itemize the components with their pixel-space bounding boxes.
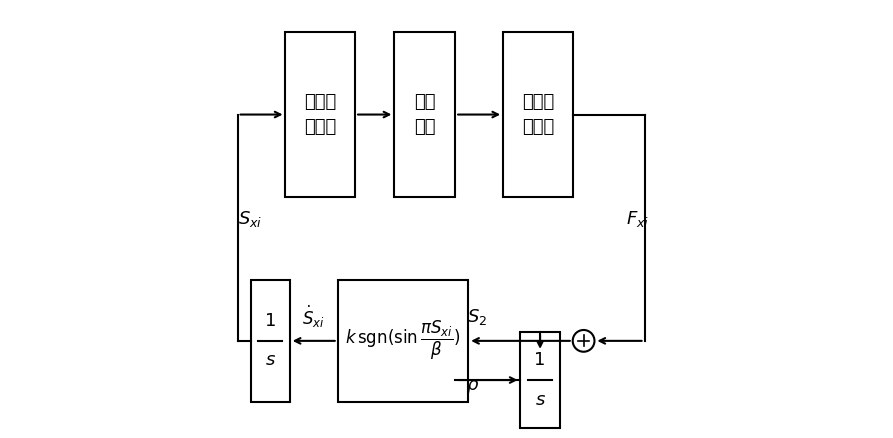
Text: 驱动力
矩计算: 驱动力 矩计算 — [305, 93, 337, 136]
Text: 轮胎力
观测器: 轮胎力 观测器 — [522, 93, 554, 136]
FancyBboxPatch shape — [395, 32, 455, 197]
Text: $k\,\mathrm{sgn}(\sin\dfrac{\pi S_{xi}}{\beta})$: $k\,\mathrm{sgn}(\sin\dfrac{\pi S_{xi}}{… — [346, 319, 461, 363]
Text: $S_{xi}$: $S_{xi}$ — [238, 209, 262, 229]
Text: $s$: $s$ — [535, 391, 546, 409]
Text: $s$: $s$ — [264, 351, 276, 369]
Text: $\rho$: $\rho$ — [466, 378, 480, 396]
FancyBboxPatch shape — [251, 280, 290, 402]
FancyBboxPatch shape — [503, 32, 572, 197]
Text: $\dot{S}_{xi}$: $\dot{S}_{xi}$ — [303, 304, 325, 330]
Text: 车辆
模型: 车辆 模型 — [414, 93, 436, 136]
FancyBboxPatch shape — [286, 32, 355, 197]
Text: 1: 1 — [534, 351, 546, 369]
Text: $S_2$: $S_2$ — [467, 307, 487, 327]
FancyBboxPatch shape — [338, 280, 468, 402]
FancyBboxPatch shape — [521, 332, 560, 428]
Text: $F_{xi}$: $F_{xi}$ — [626, 209, 649, 229]
Text: 1: 1 — [264, 312, 276, 330]
